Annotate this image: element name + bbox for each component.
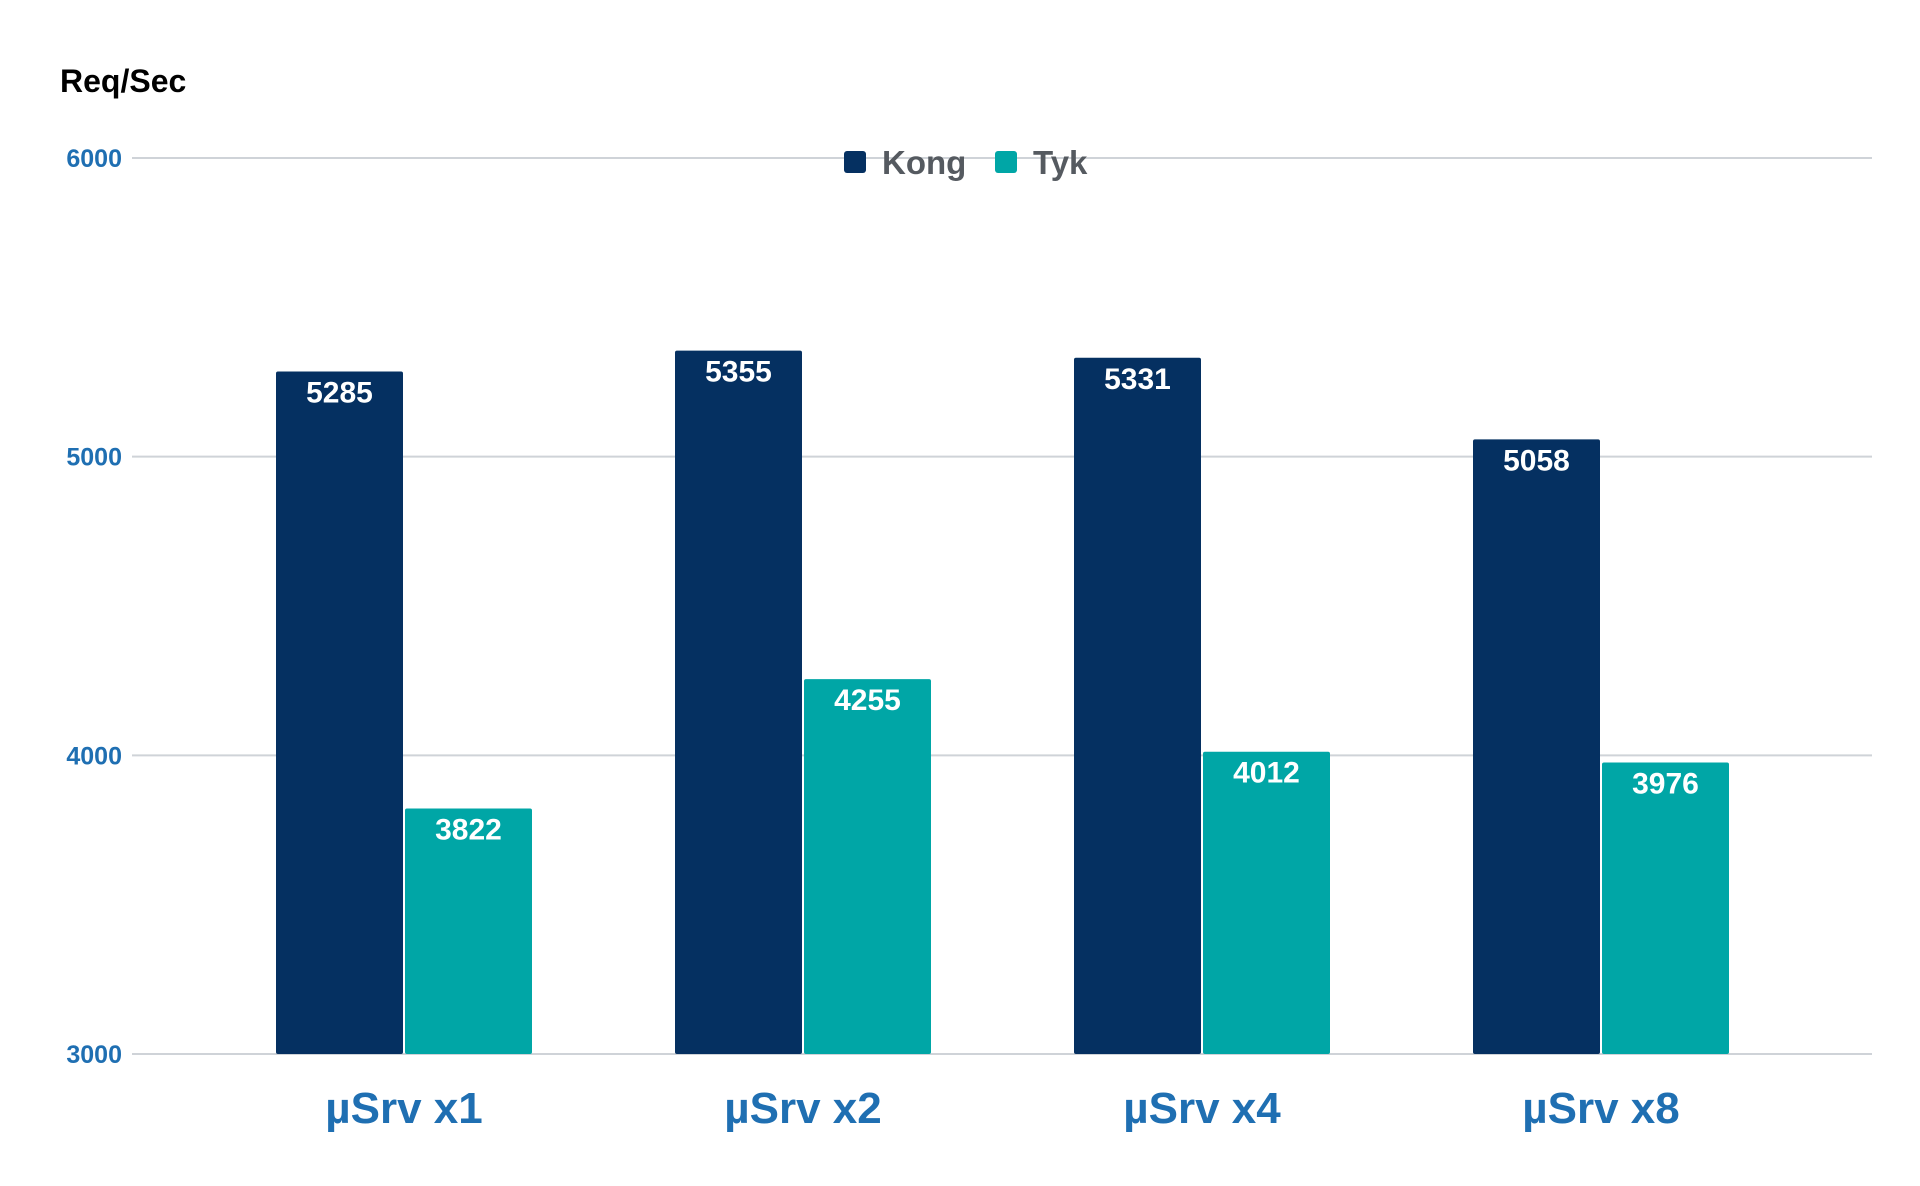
bar-tyk [1203, 751, 1330, 1054]
bar-kong [1473, 439, 1600, 1054]
bars [276, 350, 1729, 1055]
bar-kong [1074, 357, 1201, 1055]
bar-kong [276, 371, 403, 1055]
data-label: 5285 [306, 377, 373, 410]
y-tick-label: 4000 [66, 742, 122, 770]
data-label: 4255 [834, 684, 901, 717]
data-label: 5331 [1104, 363, 1171, 396]
y-axis-title: Req/Sec [60, 63, 186, 99]
y-axis-ticks: 3000 4000 5000 6000 [66, 145, 122, 1069]
bar-kong [675, 350, 802, 1054]
data-label: 4012 [1233, 757, 1300, 790]
x-tick-label: µSrv x4 [1123, 1084, 1281, 1133]
y-tick-label: 5000 [66, 444, 122, 472]
y-tick-label: 3000 [66, 1041, 122, 1069]
data-label: 5355 [705, 356, 772, 389]
legend-label-tyk: Tyk [1033, 144, 1088, 181]
data-label: 3976 [1632, 768, 1699, 801]
y-tick-label: 6000 [66, 145, 122, 173]
legend-label-kong: Kong [882, 144, 966, 181]
legend: Kong Tyk [844, 144, 1088, 181]
data-label: 5058 [1503, 444, 1570, 477]
bar-tyk [804, 679, 931, 1054]
bar-tyk [405, 808, 532, 1054]
x-tick-label: µSrv x2 [724, 1084, 881, 1133]
bar-tyk [1602, 762, 1729, 1054]
legend-swatch-tyk [995, 151, 1017, 173]
x-axis-ticks: µSrv x1 µSrv x2 µSrv x4 µSrv x8 [325, 1084, 1679, 1133]
legend-swatch-kong [844, 151, 866, 173]
x-tick-label: µSrv x8 [1522, 1084, 1679, 1133]
data-labels: 5285 3822 5355 4255 5331 4012 5058 3976 [306, 356, 1699, 847]
data-label: 3822 [435, 813, 502, 846]
x-tick-label: µSrv x1 [325, 1084, 482, 1133]
